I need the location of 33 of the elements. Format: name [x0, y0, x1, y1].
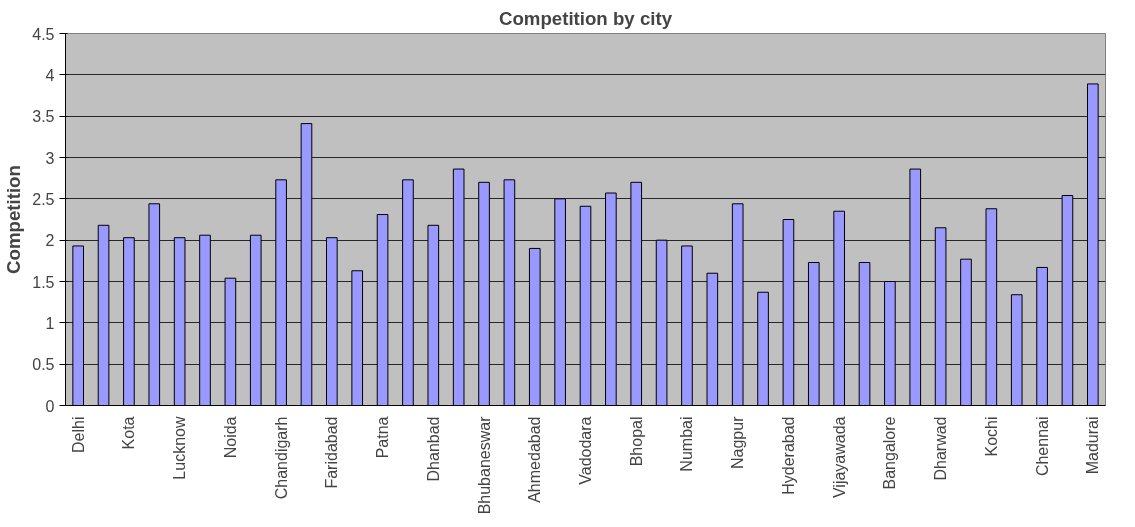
x-tick-label: Patna [374, 416, 392, 459]
x-tick-label: Nagpur [729, 415, 747, 469]
x-tick-label: Bangalore [881, 416, 899, 490]
y-tick-label: 1.5 [32, 273, 55, 291]
x-tick-label: Kochi [982, 416, 1000, 457]
y-tick-label: 2.5 [32, 190, 55, 208]
y-tick-label: 0 [45, 397, 55, 415]
chart-title: Competition by city [498, 7, 673, 29]
y-tick-label: 4 [45, 66, 55, 84]
y-tick-label: 4.5 [32, 25, 55, 43]
y-tick-label: 3.5 [32, 108, 55, 126]
y-tick-label: 0.5 [32, 356, 55, 374]
x-tick-label: Bhubaneswar [475, 415, 493, 515]
x-tick-label: Vadodara [577, 416, 594, 485]
x-tick-label: Dhanbad [424, 416, 442, 482]
x-tick-label: Numbai [678, 416, 696, 472]
y-tick-label: 3 [45, 149, 55, 167]
x-tick-label: Ahmedabad [526, 416, 544, 503]
x-tick-label: Dharwad [932, 416, 950, 481]
x-tick-label: Lucknow [171, 416, 189, 480]
x-tick-label: Chennai [1033, 416, 1051, 477]
x-tick-label: Chandigarh [272, 416, 290, 500]
y-axis-title: Competition [3, 165, 25, 274]
x-tick-label: Vijayawada [830, 416, 848, 499]
x-tick-label: Kota [120, 416, 138, 450]
x-tick-label: Madurai [1084, 416, 1102, 475]
y-tick-label: 1 [45, 314, 55, 332]
x-tick-label: Hyderabad [779, 416, 797, 495]
x-tick-label: Delhi [69, 416, 87, 453]
x-tick-label: Bhopal [627, 416, 645, 467]
x-tick-label: Faridabad [323, 416, 341, 489]
y-tick-label: 2 [45, 232, 55, 250]
x-tick-label: Noida [221, 416, 239, 459]
